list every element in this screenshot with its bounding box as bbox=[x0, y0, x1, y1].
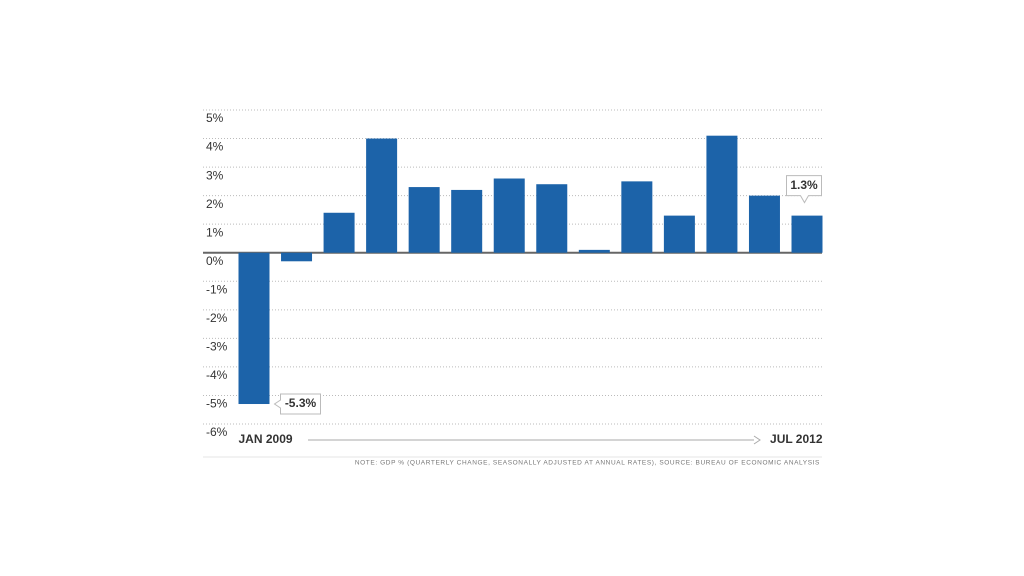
y-tick-label: -2% bbox=[206, 311, 228, 325]
y-tick-label: 3% bbox=[206, 168, 224, 182]
time-arrow-head bbox=[753, 435, 761, 445]
y-tick-label: -6% bbox=[206, 425, 228, 439]
bar bbox=[706, 135, 738, 253]
x-tick-label: JUL 2012 bbox=[770, 432, 823, 446]
bar bbox=[791, 215, 823, 253]
bar bbox=[621, 181, 653, 253]
y-tick-label: 0% bbox=[206, 254, 224, 268]
y-tick-label: -4% bbox=[206, 368, 228, 382]
y-tick-label: 4% bbox=[206, 140, 224, 154]
y-tick-label: -5% bbox=[206, 397, 228, 411]
bar bbox=[408, 187, 440, 253]
bar bbox=[281, 252, 313, 262]
y-tick-label: 2% bbox=[206, 197, 224, 211]
bar bbox=[366, 138, 398, 253]
bar bbox=[748, 195, 780, 253]
bar bbox=[451, 189, 483, 253]
bar bbox=[493, 178, 525, 253]
callout bbox=[786, 175, 822, 204]
bar bbox=[663, 215, 695, 253]
value-label: 1.3% bbox=[790, 178, 818, 192]
bar bbox=[536, 184, 568, 253]
callout bbox=[273, 393, 321, 415]
note: NOTE: GDP % (QUARTERLY CHANGE, SEASONALL… bbox=[355, 460, 820, 467]
y-tick-label: 5% bbox=[206, 111, 224, 125]
x-tick-label: JAN 2009 bbox=[239, 432, 293, 446]
bar bbox=[578, 249, 610, 253]
value-label: -5.3% bbox=[285, 396, 317, 410]
y-tick-label: -1% bbox=[206, 282, 228, 296]
bar bbox=[238, 252, 270, 405]
y-tick-label: 1% bbox=[206, 225, 224, 239]
bar bbox=[323, 212, 355, 253]
y-tick-label: -3% bbox=[206, 340, 228, 354]
